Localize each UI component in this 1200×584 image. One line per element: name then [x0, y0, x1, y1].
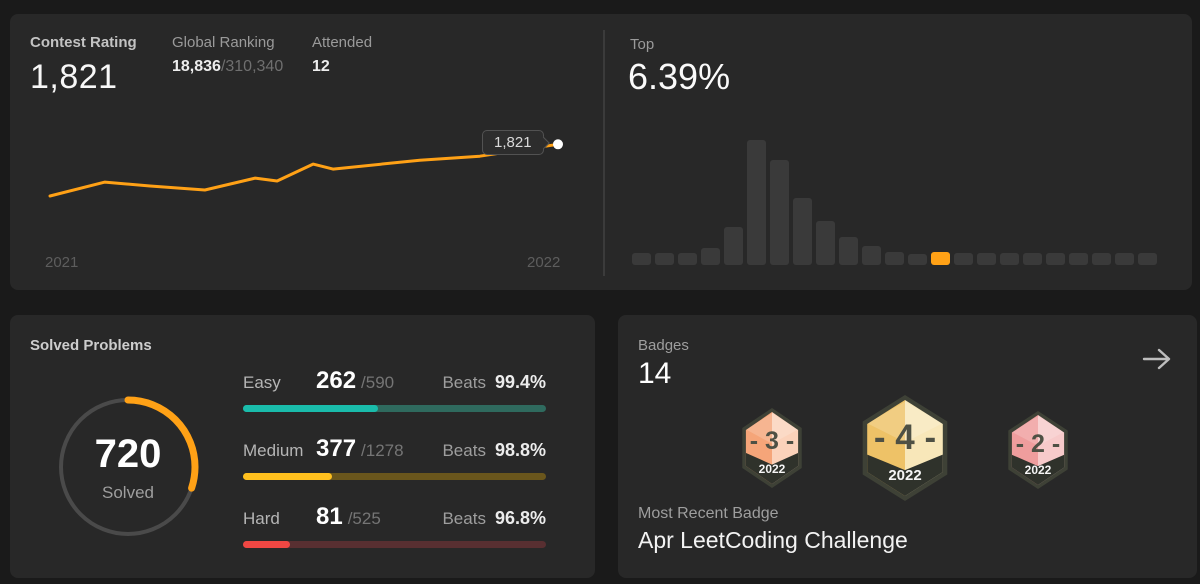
- difficulty-label: Medium: [243, 441, 304, 460]
- histogram-bar[interactable]: [908, 254, 927, 265]
- histogram-bar[interactable]: [885, 252, 904, 265]
- contest-rating-value: 1,821: [30, 58, 118, 96]
- progress-fill: [243, 473, 333, 480]
- contest-stats-card: Contest Rating 1,821 Global Ranking 18,8…: [10, 14, 1192, 290]
- progress-ring-svg: [57, 396, 199, 538]
- attended-stat: Attended 12: [312, 34, 372, 76]
- total-count: /1278: [361, 441, 404, 460]
- arrow-right-icon: [1142, 348, 1171, 370]
- badge-2022-4[interactable]: - 4 - 2022: [862, 395, 948, 501]
- difficulty-label: Easy: [243, 373, 281, 392]
- axis-label-start: 2021: [45, 254, 79, 271]
- histogram-bar[interactable]: [724, 227, 743, 265]
- contest-rating-line: [48, 142, 560, 198]
- progress-track: [243, 541, 546, 548]
- histogram-bar[interactable]: [954, 253, 973, 265]
- global-ranking-value: 18,836: [172, 58, 221, 75]
- solved-problems-title: Solved Problems: [30, 337, 152, 354]
- beats-value: 96.8%: [494, 508, 546, 528]
- rating-tooltip: 1,821: [482, 130, 544, 155]
- solved-count: 262: [316, 367, 357, 394]
- progress-fill: [243, 541, 290, 548]
- histogram-bar[interactable]: [1115, 253, 1134, 265]
- badge-number: - 3 -: [749, 427, 795, 456]
- contest-rating-line-chart[interactable]: 1,821: [30, 126, 575, 238]
- progress-fill: [243, 405, 378, 412]
- difficulty-row-easy: Easy 262 /590 Beats 99.4%: [243, 367, 546, 412]
- top-percent-label: Top: [630, 36, 655, 53]
- badge-year: 2022: [758, 461, 786, 476]
- histogram-bar[interactable]: [1000, 253, 1019, 265]
- current-rating-dot: [553, 139, 563, 150]
- histogram-bar[interactable]: [632, 253, 651, 265]
- solved-total-value: 720: [94, 431, 162, 476]
- histogram-bar[interactable]: [816, 221, 835, 265]
- histogram-bar[interactable]: [793, 198, 812, 265]
- badge-2022-2[interactable]: - 2 - 2022: [1008, 411, 1068, 489]
- difficulty-row-medium: Medium 377 /1278 Beats 98.8%: [243, 435, 546, 480]
- progress-track: [243, 473, 546, 480]
- badges-count: 14: [638, 357, 672, 390]
- badges-card: Badges 14 Most Recent Badge Apr LeetCodi…: [618, 315, 1197, 578]
- solved-progress-ring: 720 Solved: [53, 392, 203, 542]
- axis-label-end: 2022: [527, 254, 561, 271]
- difficulty-label: Hard: [243, 509, 280, 528]
- badge-number: - 4 -: [873, 418, 937, 458]
- histogram-bar-highlighted[interactable]: [931, 252, 950, 265]
- histogram-bar[interactable]: [1138, 253, 1157, 265]
- badges-label: Badges: [638, 337, 689, 354]
- histogram-bar[interactable]: [655, 253, 674, 265]
- recent-badge-name: Apr LeetCoding Challenge: [638, 527, 908, 553]
- badge-year: 2022: [1024, 463, 1052, 478]
- top-percent-value: 6.39%: [628, 56, 731, 97]
- histogram-bar[interactable]: [678, 253, 697, 265]
- histogram-bar[interactable]: [1023, 253, 1042, 265]
- progress-track: [243, 405, 546, 412]
- section-divider: [603, 30, 605, 276]
- histogram-bar[interactable]: [747, 140, 766, 265]
- beats-label: Beats: [442, 509, 486, 528]
- badge-number: - 2 -: [1015, 429, 1061, 458]
- difficulty-row-hard: Hard 81 /525 Beats 96.8%: [243, 503, 546, 548]
- histogram-bar[interactable]: [1046, 253, 1065, 265]
- badge-2022-3[interactable]: - 3 - 2022: [742, 408, 802, 488]
- total-count: /590: [361, 373, 395, 392]
- global-ranking-stat: Global Ranking 18,836/310,340: [172, 34, 283, 76]
- histogram-bar[interactable]: [862, 246, 881, 265]
- attended-label: Attended: [312, 34, 373, 51]
- solved-count: 377: [316, 435, 357, 462]
- solved-count: 81: [316, 503, 343, 530]
- badge-year: 2022: [888, 467, 922, 485]
- beats-value: 99.4%: [494, 372, 546, 392]
- histogram-bar[interactable]: [701, 248, 720, 265]
- histogram-bar[interactable]: [1069, 253, 1088, 265]
- contest-rating-label: Contest Rating: [30, 34, 137, 51]
- rating-tooltip-value: 1,821: [494, 134, 532, 151]
- solved-problems-card: Solved Problems 720 Solved Easy 262 /590…: [10, 315, 595, 578]
- badges-arrow-button[interactable]: [1139, 341, 1175, 377]
- total-count: /525: [347, 509, 381, 528]
- histogram-bar[interactable]: [770, 160, 789, 265]
- histogram-bar[interactable]: [977, 253, 996, 265]
- histogram-bar[interactable]: [839, 237, 858, 265]
- ring-progress-arc: [57, 396, 199, 538]
- beats-label: Beats: [442, 441, 486, 460]
- rating-distribution-histogram[interactable]: [632, 138, 1172, 265]
- contest-rating-stat: Contest Rating 1,821: [30, 34, 137, 97]
- global-ranking-label: Global Ranking: [172, 34, 275, 51]
- beats-label: Beats: [442, 373, 486, 392]
- recent-badge-label: Most Recent Badge: [638, 505, 779, 522]
- histogram-bar[interactable]: [1092, 253, 1111, 265]
- solved-total-label: Solved: [102, 482, 154, 502]
- attended-value: 12: [312, 58, 330, 75]
- global-ranking-total: /310,340: [220, 58, 284, 75]
- beats-value: 98.8%: [494, 440, 546, 460]
